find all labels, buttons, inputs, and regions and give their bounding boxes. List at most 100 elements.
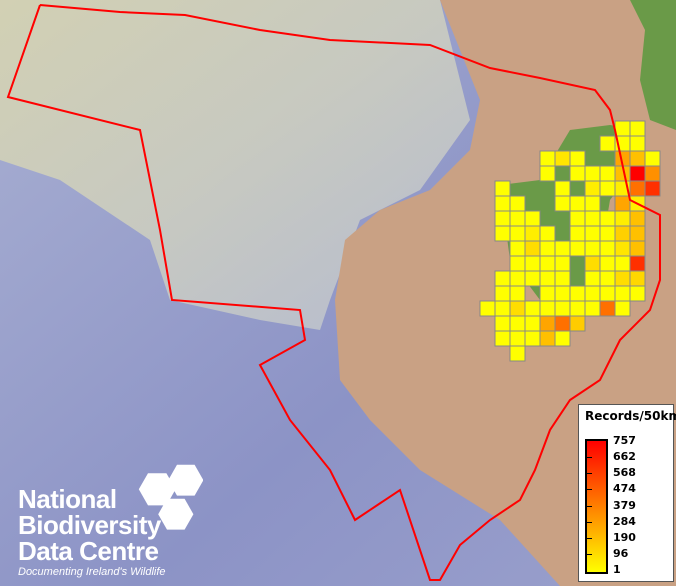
grid-cell[interactable] [539,165,556,182]
grid-cell[interactable] [599,180,616,197]
grid-cell[interactable] [524,255,541,272]
grid-cell[interactable] [494,330,511,347]
grid-cell[interactable] [614,285,631,302]
grid-cell[interactable] [524,240,541,257]
grid-cell[interactable] [599,270,616,287]
grid-cell[interactable] [494,180,511,197]
grid-cell[interactable] [629,240,646,257]
grid-cell[interactable] [584,225,601,242]
grid-cell[interactable] [629,270,646,287]
grid-cell[interactable] [524,300,541,317]
grid-cell[interactable] [614,195,631,212]
grid-cell[interactable] [509,240,526,257]
grid-cell[interactable] [494,270,511,287]
grid-cell[interactable] [554,315,571,332]
grid-cell[interactable] [599,165,616,182]
grid-cell[interactable] [524,270,541,287]
grid-cell[interactable] [584,270,601,287]
grid-cell[interactable] [629,210,646,227]
grid-cell[interactable] [509,300,526,317]
grid-cell[interactable] [509,270,526,287]
grid-cell[interactable] [644,165,661,182]
grid-cell[interactable] [494,300,511,317]
grid-cell[interactable] [494,210,511,227]
grid-cell[interactable] [494,195,511,212]
grid-cell[interactable] [599,240,616,257]
grid-cell[interactable] [509,330,526,347]
grid-cell[interactable] [539,300,556,317]
grid-cell[interactable] [629,120,646,137]
grid-cell[interactable] [584,285,601,302]
grid-cell[interactable] [509,195,526,212]
grid-cell[interactable] [584,255,601,272]
grid-cell[interactable] [629,285,646,302]
grid-cell[interactable] [554,255,571,272]
grid-cell[interactable] [629,255,646,272]
grid-cell[interactable] [554,330,571,347]
grid-cell[interactable] [599,255,616,272]
grid-cell[interactable] [509,210,526,227]
grid-cell[interactable] [629,135,646,152]
grid-cell[interactable] [494,315,511,332]
grid-cell[interactable] [554,180,571,197]
grid-cell[interactable] [509,255,526,272]
grid-cell[interactable] [614,240,631,257]
grid-cell[interactable] [479,300,496,317]
grid-cell[interactable] [509,345,526,362]
grid-cell[interactable] [569,315,586,332]
grid-cell[interactable] [524,315,541,332]
grid-cell[interactable] [584,240,601,257]
grid-cell[interactable] [644,150,661,167]
grid-cell[interactable] [554,240,571,257]
grid-cell[interactable] [539,285,556,302]
grid-cell[interactable] [569,165,586,182]
grid-cell[interactable] [539,270,556,287]
grid-cell[interactable] [629,150,646,167]
grid-cell[interactable] [629,165,646,182]
grid-cell[interactable] [584,180,601,197]
grid-cell[interactable] [569,285,586,302]
grid-cell[interactable] [554,270,571,287]
grid-cell[interactable] [614,120,631,137]
grid-cell[interactable] [494,225,511,242]
grid-cell[interactable] [554,285,571,302]
grid-cell[interactable] [539,150,556,167]
grid-cell[interactable] [494,285,511,302]
grid-cell[interactable] [524,330,541,347]
grid-cell[interactable] [509,225,526,242]
grid-cell[interactable] [569,240,586,257]
grid-cell[interactable] [614,255,631,272]
grid-cell[interactable] [599,225,616,242]
grid-cell[interactable] [569,210,586,227]
grid-cell[interactable] [509,315,526,332]
grid-cell[interactable] [614,300,631,317]
grid-cell[interactable] [554,195,571,212]
grid-cell[interactable] [584,210,601,227]
grid-cell[interactable] [539,330,556,347]
grid-cell[interactable] [539,255,556,272]
grid-cell[interactable] [599,210,616,227]
grid-cell[interactable] [584,165,601,182]
grid-cell[interactable] [569,225,586,242]
grid-cell[interactable] [614,225,631,242]
grid-cell[interactable] [539,315,556,332]
grid-cell[interactable] [599,135,616,152]
grid-cell[interactable] [599,285,616,302]
grid-cell[interactable] [584,300,601,317]
grid-cell[interactable] [539,225,556,242]
grid-cell[interactable] [629,180,646,197]
grid-cell[interactable] [554,150,571,167]
grid-cell[interactable] [614,210,631,227]
grid-cell[interactable] [569,150,586,167]
grid-cell[interactable] [524,210,541,227]
grid-cell[interactable] [524,225,541,242]
grid-cell[interactable] [554,300,571,317]
grid-cell[interactable] [584,195,601,212]
grid-cell[interactable] [509,285,526,302]
grid-cell[interactable] [569,195,586,212]
grid-cell[interactable] [599,300,616,317]
grid-cell[interactable] [614,270,631,287]
grid-cell[interactable] [644,180,661,197]
grid-cell[interactable] [539,240,556,257]
grid-cell[interactable] [629,225,646,242]
